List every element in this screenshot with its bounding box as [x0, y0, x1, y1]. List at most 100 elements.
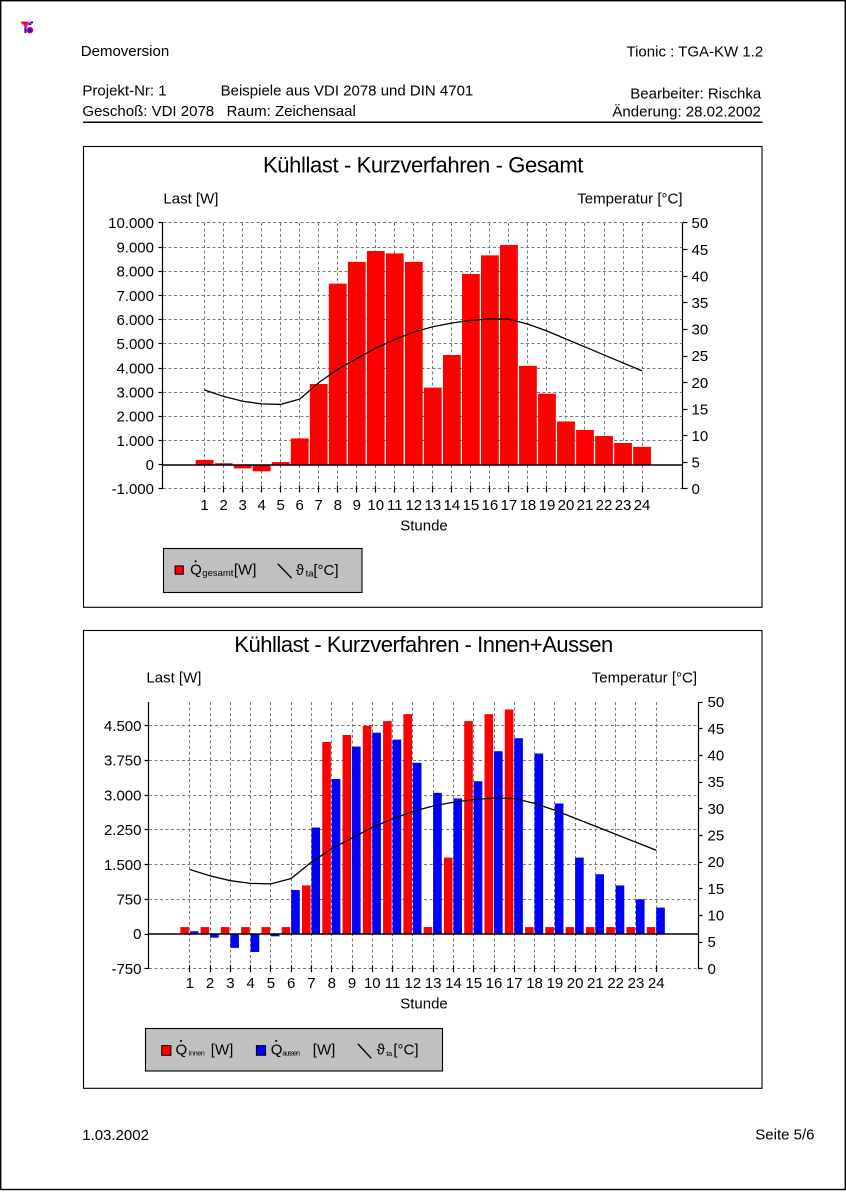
svg-text:45: 45: [708, 721, 725, 738]
svg-text:4: 4: [257, 497, 265, 514]
svg-text:3.750: 3.750: [104, 753, 142, 770]
svg-text:Temperatur [°C]: Temperatur [°C]: [592, 670, 697, 687]
svg-text:Seite 5/6: Seite 5/6: [755, 1127, 814, 1144]
svg-text:Last [W]: Last [W]: [163, 191, 218, 208]
svg-text:23: 23: [628, 975, 645, 992]
svg-text:aussen: aussen: [282, 1050, 300, 1057]
svg-text:25: 25: [692, 348, 709, 365]
svg-text:gesamt: gesamt: [202, 568, 234, 579]
svg-text:7: 7: [315, 497, 323, 514]
svg-text:ϑ: ϑ: [296, 562, 305, 579]
svg-text:10.000: 10.000: [108, 215, 154, 232]
svg-text:19: 19: [539, 497, 556, 514]
svg-text:Q: Q: [271, 1041, 283, 1058]
svg-text:22: 22: [596, 497, 613, 514]
svg-text:ta: ta: [306, 568, 315, 579]
svg-text:16: 16: [486, 975, 503, 992]
svg-text:[W]: [W]: [211, 1041, 234, 1058]
svg-text:10: 10: [692, 428, 709, 445]
svg-text:24: 24: [634, 497, 651, 514]
svg-text:0: 0: [692, 481, 700, 498]
svg-text:Tionic : TGA-KW 1.2: Tionic : TGA-KW 1.2: [626, 43, 763, 60]
svg-text:6: 6: [287, 975, 295, 992]
svg-text:0: 0: [146, 457, 154, 474]
svg-text:-750: -750: [111, 961, 141, 978]
svg-text:14: 14: [444, 497, 461, 514]
svg-text:Geschoß: VDI 2078: Geschoß: VDI 2078: [82, 103, 214, 120]
svg-text:9: 9: [348, 975, 356, 992]
svg-text:8.000: 8.000: [116, 264, 154, 281]
svg-text:23: 23: [615, 497, 632, 514]
svg-text:18: 18: [520, 497, 537, 514]
svg-text:4: 4: [246, 975, 254, 992]
svg-text:2: 2: [206, 975, 214, 992]
svg-text:12: 12: [405, 497, 422, 514]
svg-text:ta: ta: [386, 1049, 393, 1058]
svg-text:17: 17: [501, 497, 518, 514]
svg-text:ϑ: ϑ: [377, 1042, 386, 1059]
svg-text:4.500: 4.500: [104, 718, 142, 735]
svg-text:9: 9: [353, 497, 361, 514]
svg-text:1.500: 1.500: [104, 857, 142, 874]
svg-text:13: 13: [425, 975, 442, 992]
svg-text:2: 2: [219, 497, 227, 514]
svg-text:Raum: Zeichensaal: Raum: Zeichensaal: [227, 103, 356, 120]
svg-text:35: 35: [692, 295, 709, 312]
svg-text:0: 0: [708, 961, 716, 978]
svg-text:8: 8: [328, 975, 336, 992]
svg-text:11: 11: [385, 975, 401, 992]
svg-text:2.000: 2.000: [116, 409, 154, 426]
svg-text:750: 750: [116, 891, 141, 908]
svg-text:15: 15: [463, 497, 480, 514]
svg-text:5.000: 5.000: [116, 336, 154, 353]
svg-text:Änderung: 28.02.2002: Änderung: 28.02.2002: [612, 103, 760, 120]
svg-text:16: 16: [482, 497, 499, 514]
svg-text:15: 15: [708, 881, 725, 898]
svg-text:8: 8: [334, 497, 342, 514]
svg-text:20: 20: [692, 375, 709, 392]
svg-text:18: 18: [526, 975, 543, 992]
svg-text:17: 17: [506, 975, 523, 992]
svg-text:24: 24: [648, 975, 665, 992]
svg-text:22: 22: [607, 975, 624, 992]
svg-text:1: 1: [200, 497, 208, 514]
svg-text:[°C]: [°C]: [393, 1042, 418, 1059]
svg-text:[W]: [W]: [234, 562, 257, 579]
svg-text:10: 10: [367, 497, 384, 514]
svg-text:5: 5: [692, 455, 700, 472]
svg-text:-1.000: -1.000: [111, 481, 154, 498]
svg-text:10: 10: [364, 975, 381, 992]
svg-text:Kühllast - Kurzverfahren - Inn: Kühllast - Kurzverfahren - Innen+Aussen: [234, 632, 613, 657]
svg-text:10: 10: [708, 908, 725, 925]
svg-text:40: 40: [708, 748, 725, 765]
svg-text:Projekt-Nr: 1: Projekt-Nr: 1: [82, 83, 166, 100]
svg-text:25: 25: [708, 828, 725, 845]
svg-text:3.000: 3.000: [116, 384, 154, 401]
svg-text:21: 21: [587, 975, 604, 992]
svg-text:6.000: 6.000: [116, 312, 154, 329]
svg-text:14: 14: [445, 975, 462, 992]
svg-text:4.000: 4.000: [116, 360, 154, 377]
svg-text:1.03.2002: 1.03.2002: [82, 1127, 149, 1144]
svg-text:35: 35: [708, 774, 725, 791]
svg-text:21: 21: [577, 497, 594, 514]
svg-text:1.000: 1.000: [116, 433, 154, 450]
svg-text:Temperatur [°C]: Temperatur [°C]: [577, 191, 682, 208]
svg-text:innen: innen: [189, 1050, 205, 1057]
svg-text:20: 20: [567, 975, 584, 992]
svg-text:11: 11: [387, 497, 403, 514]
svg-text:15: 15: [465, 975, 482, 992]
svg-text:Last [W]: Last [W]: [146, 670, 201, 687]
svg-text:13: 13: [424, 497, 441, 514]
svg-text:Beispiele aus VDI 2078 und DIN: Beispiele aus VDI 2078 und DIN 4701: [221, 83, 474, 100]
svg-text:Bearbeiter: Rischka: Bearbeiter: Rischka: [630, 85, 762, 102]
svg-text:6: 6: [296, 497, 304, 514]
svg-text:2.250: 2.250: [104, 822, 142, 839]
svg-text:Q: Q: [190, 562, 202, 579]
svg-text:7.000: 7.000: [116, 288, 154, 305]
svg-text:9.000: 9.000: [116, 239, 154, 256]
svg-text:1: 1: [186, 975, 194, 992]
svg-text:5: 5: [277, 497, 285, 514]
svg-text:3: 3: [238, 497, 246, 514]
svg-text:45: 45: [692, 242, 709, 259]
